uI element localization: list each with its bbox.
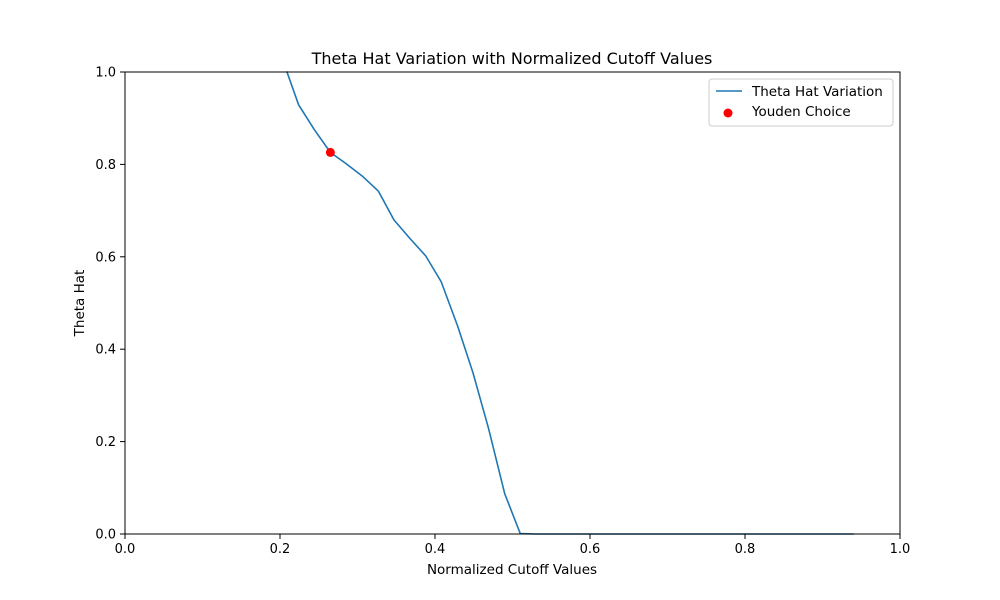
chart-title: Theta Hat Variation with Normalized Cuto…	[311, 49, 713, 68]
x-tick-label: 0.6	[580, 542, 601, 557]
y-tick-label: 0.8	[95, 158, 116, 173]
y-tick-label: 0.0	[95, 528, 116, 543]
plot-area	[124, 71, 901, 535]
data-point-youden-choice	[325, 147, 335, 157]
y-axis-ticks: 0.0 0.2 0.4 0.6 0.8 1.0	[95, 66, 125, 543]
x-tick-label: 0.0	[115, 542, 136, 557]
legend-point-swatch	[723, 108, 733, 118]
x-axis-label: Normalized Cutoff Values	[427, 562, 597, 578]
y-tick-label: 0.6	[95, 250, 116, 265]
x-tick-label: 0.8	[735, 542, 756, 557]
x-tick-label: 0.4	[425, 542, 446, 557]
legend-label-theta-hat-variation: Theta Hat Variation	[751, 84, 883, 100]
x-axis-ticks: 0.0 0.2 0.4 0.6 0.8 1.0	[115, 534, 911, 557]
plot-frame	[124, 71, 901, 535]
plot-background	[125, 72, 900, 534]
legend-frame	[708, 78, 894, 127]
y-tick-label: 0.2	[95, 435, 116, 450]
y-tick-label: 1.0	[95, 66, 116, 81]
x-tick-label: 0.2	[270, 542, 291, 557]
y-axis-label: Theta Hat	[72, 270, 88, 338]
legend-label-youden-choice: Youden Choice	[751, 104, 851, 120]
legend: Theta Hat Variation Youden Choice	[708, 78, 894, 127]
x-tick-label: 1.0	[890, 542, 911, 557]
y-tick-label: 0.4	[95, 343, 116, 358]
